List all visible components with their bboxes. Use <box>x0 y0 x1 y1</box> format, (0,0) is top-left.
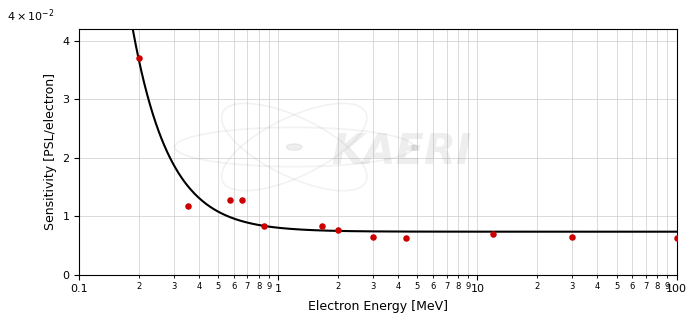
Point <box>182 204 193 209</box>
Point <box>133 56 144 61</box>
Point <box>224 197 235 203</box>
Point <box>259 224 270 229</box>
Point <box>237 197 248 203</box>
Point <box>488 231 499 236</box>
Circle shape <box>287 144 302 150</box>
Point <box>332 228 344 233</box>
Text: KAERI: KAERI <box>332 131 472 173</box>
Point <box>567 234 578 239</box>
X-axis label: Electron Energy [MeV]: Electron Energy [MeV] <box>308 300 448 313</box>
Y-axis label: Sensitivity [PSL/electron]: Sensitivity [PSL/electron] <box>44 73 57 230</box>
Point <box>671 236 682 241</box>
Point <box>368 234 379 239</box>
Point <box>401 236 412 241</box>
Text: $4\times10^{-2}$: $4\times10^{-2}$ <box>7 7 55 24</box>
Point <box>316 224 327 229</box>
